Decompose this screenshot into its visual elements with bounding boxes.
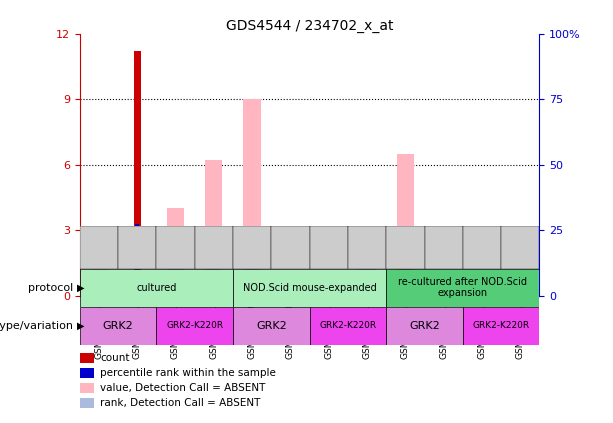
Bar — [90, 252, 107, 296]
Bar — [80, 353, 94, 363]
Text: GRK2: GRK2 — [409, 321, 440, 331]
Bar — [205, 160, 223, 296]
Text: rank, Detection Call = ABSENT: rank, Detection Call = ABSENT — [101, 398, 261, 408]
Bar — [80, 226, 118, 269]
Bar — [156, 226, 195, 269]
Bar — [233, 226, 271, 269]
Bar — [310, 307, 386, 345]
Bar — [386, 269, 539, 307]
Bar — [118, 226, 156, 269]
Bar — [243, 99, 261, 296]
Text: protocol: protocol — [28, 283, 74, 293]
Text: GRK2-K220R: GRK2-K220R — [473, 321, 530, 330]
Bar — [170, 263, 180, 296]
Bar — [271, 226, 310, 269]
Bar — [400, 234, 410, 296]
Bar — [324, 290, 333, 296]
Text: NOD.Scid mouse-expanded: NOD.Scid mouse-expanded — [243, 283, 376, 293]
Bar — [167, 209, 184, 296]
Text: ▶: ▶ — [77, 321, 84, 331]
Bar — [80, 383, 94, 393]
Text: genotype/variation: genotype/variation — [0, 321, 74, 331]
Bar — [310, 226, 348, 269]
Text: GRK2-K220R: GRK2-K220R — [319, 321, 376, 330]
Bar — [516, 293, 525, 296]
Bar — [473, 292, 490, 296]
Bar — [94, 278, 104, 296]
Bar — [477, 293, 487, 296]
Bar — [348, 226, 386, 269]
Bar — [233, 307, 310, 345]
Bar — [397, 154, 414, 296]
Bar — [359, 226, 376, 296]
Bar — [386, 307, 463, 345]
Bar — [80, 398, 94, 408]
Bar — [463, 307, 539, 345]
Bar — [463, 226, 501, 269]
Text: GRK2: GRK2 — [102, 321, 134, 331]
Text: ▶: ▶ — [77, 283, 84, 293]
Bar — [135, 224, 139, 296]
Bar — [512, 292, 529, 296]
Bar — [156, 307, 233, 345]
Bar — [80, 368, 94, 378]
Title: GDS4544 / 234702_x_at: GDS4544 / 234702_x_at — [226, 19, 394, 33]
Bar — [80, 269, 233, 307]
Bar — [424, 226, 463, 269]
Text: value, Detection Call = ABSENT: value, Detection Call = ABSENT — [101, 383, 266, 393]
Text: percentile rank within the sample: percentile rank within the sample — [101, 368, 276, 378]
Bar — [233, 269, 386, 307]
Bar — [195, 226, 233, 269]
Bar — [134, 51, 140, 296]
Bar — [286, 292, 295, 296]
Text: GRK2: GRK2 — [256, 321, 287, 331]
Bar — [501, 226, 539, 269]
Bar — [320, 278, 337, 296]
Text: re-cultured after NOD.Scid
expansion: re-cultured after NOD.Scid expansion — [398, 277, 527, 299]
Text: count: count — [101, 353, 130, 363]
Bar — [362, 258, 372, 296]
Bar — [247, 234, 257, 296]
Bar — [80, 307, 156, 345]
Bar — [209, 234, 219, 296]
Text: cultured: cultured — [136, 283, 177, 293]
Text: GRK2-K220R: GRK2-K220R — [166, 321, 223, 330]
Bar — [282, 283, 299, 296]
Bar — [386, 226, 424, 269]
Bar — [439, 291, 449, 296]
